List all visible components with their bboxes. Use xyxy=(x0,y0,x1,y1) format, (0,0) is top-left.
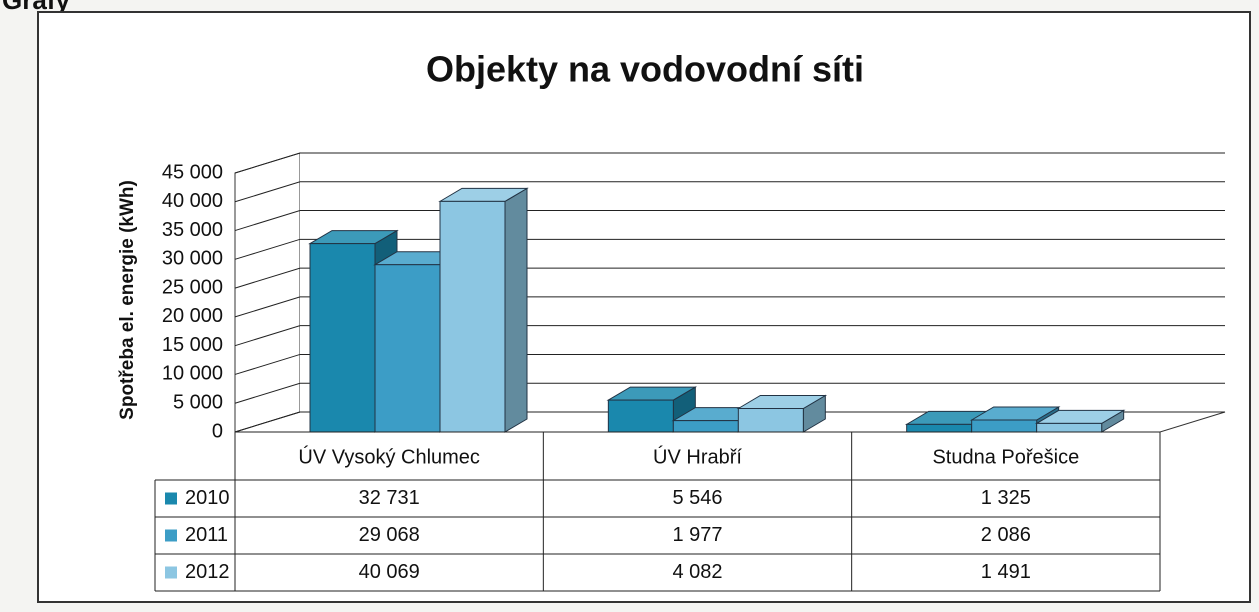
back-wall xyxy=(300,153,1225,412)
legend-swatch xyxy=(165,492,177,505)
bar xyxy=(737,408,804,433)
grid-line xyxy=(234,267,1225,289)
grid-line xyxy=(234,210,1225,232)
bar xyxy=(971,419,1038,433)
back-wall xyxy=(234,152,301,433)
data-label: 29 068 xyxy=(359,524,420,546)
grid-line xyxy=(234,411,1225,433)
grid-line xyxy=(234,238,1225,260)
y-tick-label: 0 xyxy=(212,420,223,442)
legend-label: 2010 xyxy=(185,487,230,509)
bar xyxy=(672,420,739,433)
grid-line xyxy=(234,152,1225,174)
data-label: 1 491 xyxy=(981,561,1031,583)
y-axis-label: Spotřeba el. energie (kWh) xyxy=(117,180,138,420)
legend-label: 2012 xyxy=(185,561,230,583)
y-tick-label: 10 000 xyxy=(162,363,223,385)
bar-side xyxy=(504,187,528,433)
bar xyxy=(439,200,506,433)
y-tick-label: 20 000 xyxy=(162,305,223,327)
legend-label: 2011 xyxy=(185,524,228,546)
data-label: 1 977 xyxy=(672,524,722,546)
data-label: 5 546 xyxy=(672,487,722,509)
x-tick-label: ÚV Vysoký Chlumec xyxy=(298,445,480,468)
bar xyxy=(906,423,973,433)
bar xyxy=(607,399,674,433)
data-label: 2 086 xyxy=(981,524,1031,546)
grid-line xyxy=(234,181,1225,203)
grid-line xyxy=(234,382,1225,404)
bar xyxy=(374,264,441,433)
data-label: 1 325 xyxy=(981,487,1031,509)
grid-line xyxy=(234,353,1225,375)
grid-line xyxy=(234,325,1225,347)
y-tick-label: 45 000 xyxy=(162,161,223,183)
data-label: 40 069 xyxy=(359,561,420,583)
data-label: 4 082 xyxy=(672,561,722,583)
y-tick-label: 40 000 xyxy=(162,190,223,212)
bar xyxy=(1036,422,1103,433)
legend-swatch xyxy=(165,529,177,542)
data-label: 32 731 xyxy=(359,487,420,509)
x-tick-label: ÚV Hrabří xyxy=(653,445,742,468)
y-tick-label: 35 000 xyxy=(162,219,223,241)
y-tick-label: 5 000 xyxy=(173,392,223,414)
grid-line xyxy=(234,296,1225,318)
y-tick-label: 30 000 xyxy=(162,248,223,270)
legend-swatch xyxy=(165,566,177,579)
bar xyxy=(309,243,376,433)
y-tick-label: 15 000 xyxy=(162,334,223,356)
chart-title: Objekty na vodovodní síti xyxy=(426,49,864,90)
x-tick-label: Studna Pořešice xyxy=(932,446,1079,468)
y-tick-label: 25 000 xyxy=(162,276,223,298)
